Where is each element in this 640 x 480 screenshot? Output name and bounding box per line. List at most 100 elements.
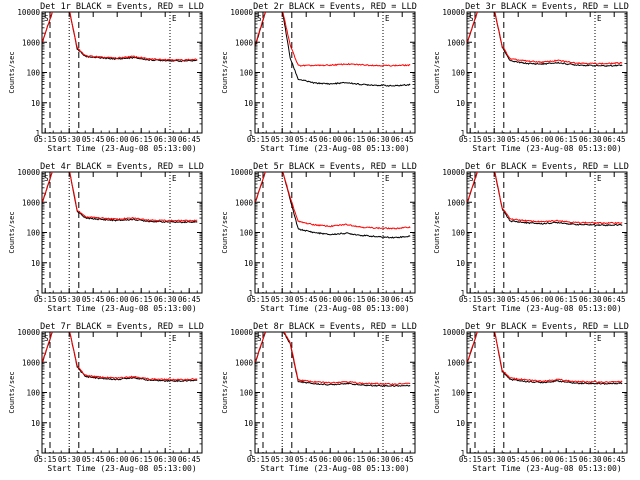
x-tick-label: 05:15	[34, 135, 57, 144]
series-line-lld	[467, 12, 623, 65]
marker-e: E	[597, 14, 602, 23]
y-axis-label: Counts/sec	[433, 211, 441, 253]
detector-plot-6: Det 6r BLACK = Events, RED = LLD 1 10 100 10…	[433, 162, 629, 313]
y-tick-label: 100	[26, 389, 40, 398]
x-tick-label: 05:30	[58, 295, 81, 304]
series-line-lld	[255, 332, 411, 386]
marker-s: S	[257, 14, 262, 23]
y-tick-label: 100	[26, 69, 40, 78]
series-line-lld	[255, 172, 411, 230]
plot-data	[255, 332, 411, 453]
y-tick-label: 1	[248, 129, 253, 138]
y-axis-label: Counts/sec	[433, 51, 441, 93]
x-tick-label: 06:30	[154, 455, 177, 464]
x-tick-label: 06:30	[367, 295, 390, 304]
x-tick-label: 06:15	[343, 455, 366, 464]
x-tick-label: 06:45	[603, 135, 626, 144]
plot-title: Det 4r BLACK = Events, RED = LLD	[40, 162, 204, 172]
plot-frame	[41, 331, 203, 454]
x-tick-label: 05:45	[295, 295, 318, 304]
x-axis-label: Start Time (23-Aug-08 05:13:00)	[260, 304, 409, 313]
x-axis-label: Start Time (23-Aug-08 05:13:00)	[47, 144, 196, 153]
x-tick-label: 06:45	[178, 455, 201, 464]
y-axis-label: Counts/sec	[221, 211, 229, 253]
marker-e: E	[172, 14, 177, 23]
x-tick-label: 06:00	[106, 135, 129, 144]
series-line-lld	[42, 172, 198, 222]
y-tick-label: 1	[35, 449, 40, 458]
x-tick-label: 06:15	[130, 455, 153, 464]
plot-data	[467, 12, 623, 133]
marker-e: E	[385, 334, 390, 343]
marker-e: E	[597, 174, 602, 183]
marker-s: S	[44, 334, 49, 343]
x-tick-label: 06:30	[579, 455, 602, 464]
y-tick-label: 1	[248, 449, 253, 458]
detector-plot-7: Det 7r BLACK = Events, RED = LLD 1 10 100 10…	[8, 322, 204, 473]
y-tick-label: 10	[456, 419, 466, 428]
plot-title: Det 5r BLACK = Events, RED = LLD	[253, 162, 417, 172]
series-line-lld	[467, 172, 623, 225]
y-tick-label: 1000	[447, 198, 466, 207]
series-line-lld	[467, 332, 623, 384]
y-tick-label: 1	[35, 289, 40, 298]
y-tick-label: 100	[451, 69, 465, 78]
x-tick-label: 05:30	[483, 135, 506, 144]
y-tick-label: 1000	[22, 358, 41, 367]
series-line-events	[467, 172, 623, 227]
x-tick-label: 05:45	[507, 295, 530, 304]
x-tick-label: 05:15	[247, 135, 270, 144]
y-tick-label: 1	[460, 129, 465, 138]
x-tick-label: 06:15	[555, 135, 578, 144]
marker-s: S	[257, 174, 262, 183]
plot-data	[42, 332, 198, 453]
x-tick-label: 06:45	[391, 135, 414, 144]
x-tick-label: 06:30	[579, 135, 602, 144]
y-axis-label: Counts/sec	[8, 51, 16, 93]
y-axis-label: Counts/sec	[8, 371, 16, 413]
x-tick-label: 06:15	[130, 295, 153, 304]
detector-plot-3: Det 3r BLACK = Events, RED = LLD 1 10 100 10…	[433, 2, 629, 153]
y-tick-label: 1	[460, 289, 465, 298]
x-tick-label: 06:30	[367, 135, 390, 144]
x-tick-label: 05:30	[271, 135, 294, 144]
y-tick-label: 100	[239, 229, 253, 238]
x-axis-label: Start Time (23-Aug-08 05:13:00)	[472, 464, 621, 473]
x-tick-label: 06:45	[178, 295, 201, 304]
x-tick-label: 06:30	[579, 295, 602, 304]
y-tick-label: 100	[451, 389, 465, 398]
detector-plot-2: Det 2r BLACK = Events, RED = LLD 1 10 100 10…	[221, 2, 417, 153]
x-tick-label: 06:00	[319, 455, 342, 464]
x-tick-label: 05:30	[483, 455, 506, 464]
x-tick-label: 06:00	[106, 295, 129, 304]
plot-data	[255, 172, 411, 293]
y-tick-label: 1000	[447, 358, 466, 367]
x-tick-label: 06:00	[319, 135, 342, 144]
plot-frame	[41, 11, 203, 134]
plot-frame	[254, 331, 416, 454]
y-tick-label: 10000	[230, 8, 253, 17]
y-tick-label: 10	[31, 259, 41, 268]
marker-s: S	[44, 174, 49, 183]
y-tick-label: 10000	[17, 168, 40, 177]
series-line-events	[42, 332, 198, 383]
plot-data	[42, 172, 198, 293]
x-tick-label: 05:45	[507, 135, 530, 144]
x-tick-label: 05:45	[295, 135, 318, 144]
x-tick-label: 05:30	[271, 455, 294, 464]
x-tick-label: 05:30	[58, 455, 81, 464]
series-line-events	[255, 332, 411, 388]
x-tick-label: 05:45	[82, 455, 105, 464]
plot-frame	[254, 171, 416, 294]
y-tick-label: 10	[244, 259, 254, 268]
plot-data	[42, 12, 198, 133]
y-tick-label: 10	[244, 419, 254, 428]
marker-e: E	[385, 14, 390, 23]
x-tick-label: 05:15	[34, 295, 57, 304]
y-tick-label: 1	[248, 289, 253, 298]
x-tick-label: 05:45	[295, 455, 318, 464]
x-tick-label: 06:15	[555, 295, 578, 304]
x-axis-label: Start Time (23-Aug-08 05:13:00)	[472, 304, 621, 313]
marker-e: E	[172, 334, 177, 343]
y-tick-label: 10000	[442, 8, 465, 17]
